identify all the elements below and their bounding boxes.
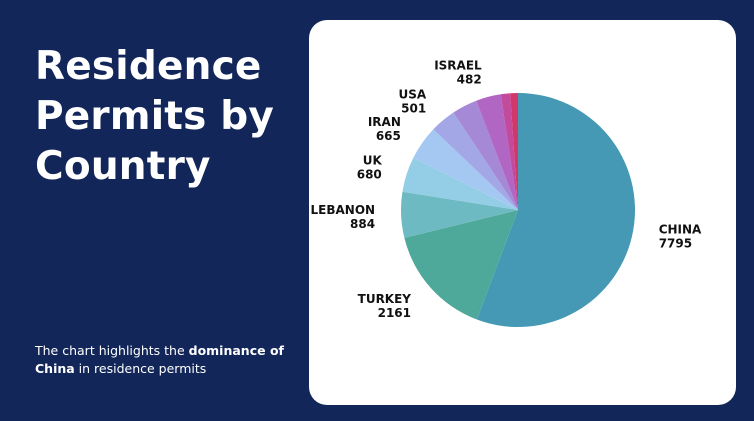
pie-slice-iran	[413, 129, 518, 210]
page-title: Residence Permits by Country	[35, 44, 275, 189]
pie-slices	[400, 93, 635, 327]
caption-suffix: in residence permits	[74, 361, 207, 376]
slice-label-usa: USA 501	[399, 87, 427, 115]
pie-slice-turkey	[404, 210, 518, 320]
pie-slice-israel	[476, 94, 518, 210]
slice-label-uk: UK 680	[357, 153, 383, 181]
pie-labels: CHINA 7795 TURKEY 2161 LEBANON 884 UK 680 IRAN 66…	[311, 59, 703, 320]
caption-prefix: The chart highlights the	[35, 343, 189, 358]
slice-label-turkey: TURKEY 2161	[358, 292, 412, 320]
chart-caption: The chart highlights the dominance of Ch…	[35, 342, 285, 378]
chart-card: CHINA 7795 TURKEY 2161 LEBANON 884 UK 680 IRAN 66…	[309, 20, 736, 405]
pie-slice-usa	[433, 112, 518, 210]
pie-slice-uk	[402, 157, 518, 210]
slice-label-china: CHINA 7795	[659, 223, 702, 251]
caption-emphasis: dominance of China	[35, 343, 284, 376]
slice-label-lebanon: LEBANON 884	[311, 203, 376, 231]
pie-chart: CHINA 7795 TURKEY 2161 LEBANON 884 UK 680 IRAN 66…	[311, 59, 703, 327]
pie-slice-other-6	[453, 100, 518, 210]
pie-slice-other-9	[510, 93, 518, 210]
pie-slice-china	[476, 93, 635, 327]
slice-label-iran: IRAN 665	[368, 115, 401, 143]
pie-slice-lebanon	[400, 191, 518, 238]
pie-slice-other-8	[500, 93, 518, 210]
slice-label-israel: ISRAEL 482	[434, 59, 482, 87]
